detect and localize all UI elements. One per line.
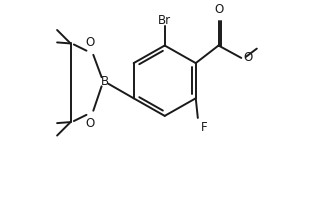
Text: B: B <box>100 75 109 88</box>
Text: O: O <box>86 117 95 130</box>
Text: O: O <box>243 51 253 64</box>
Text: F: F <box>201 121 208 134</box>
Text: Br: Br <box>158 14 171 27</box>
Text: O: O <box>214 3 223 16</box>
Text: O: O <box>86 36 95 49</box>
